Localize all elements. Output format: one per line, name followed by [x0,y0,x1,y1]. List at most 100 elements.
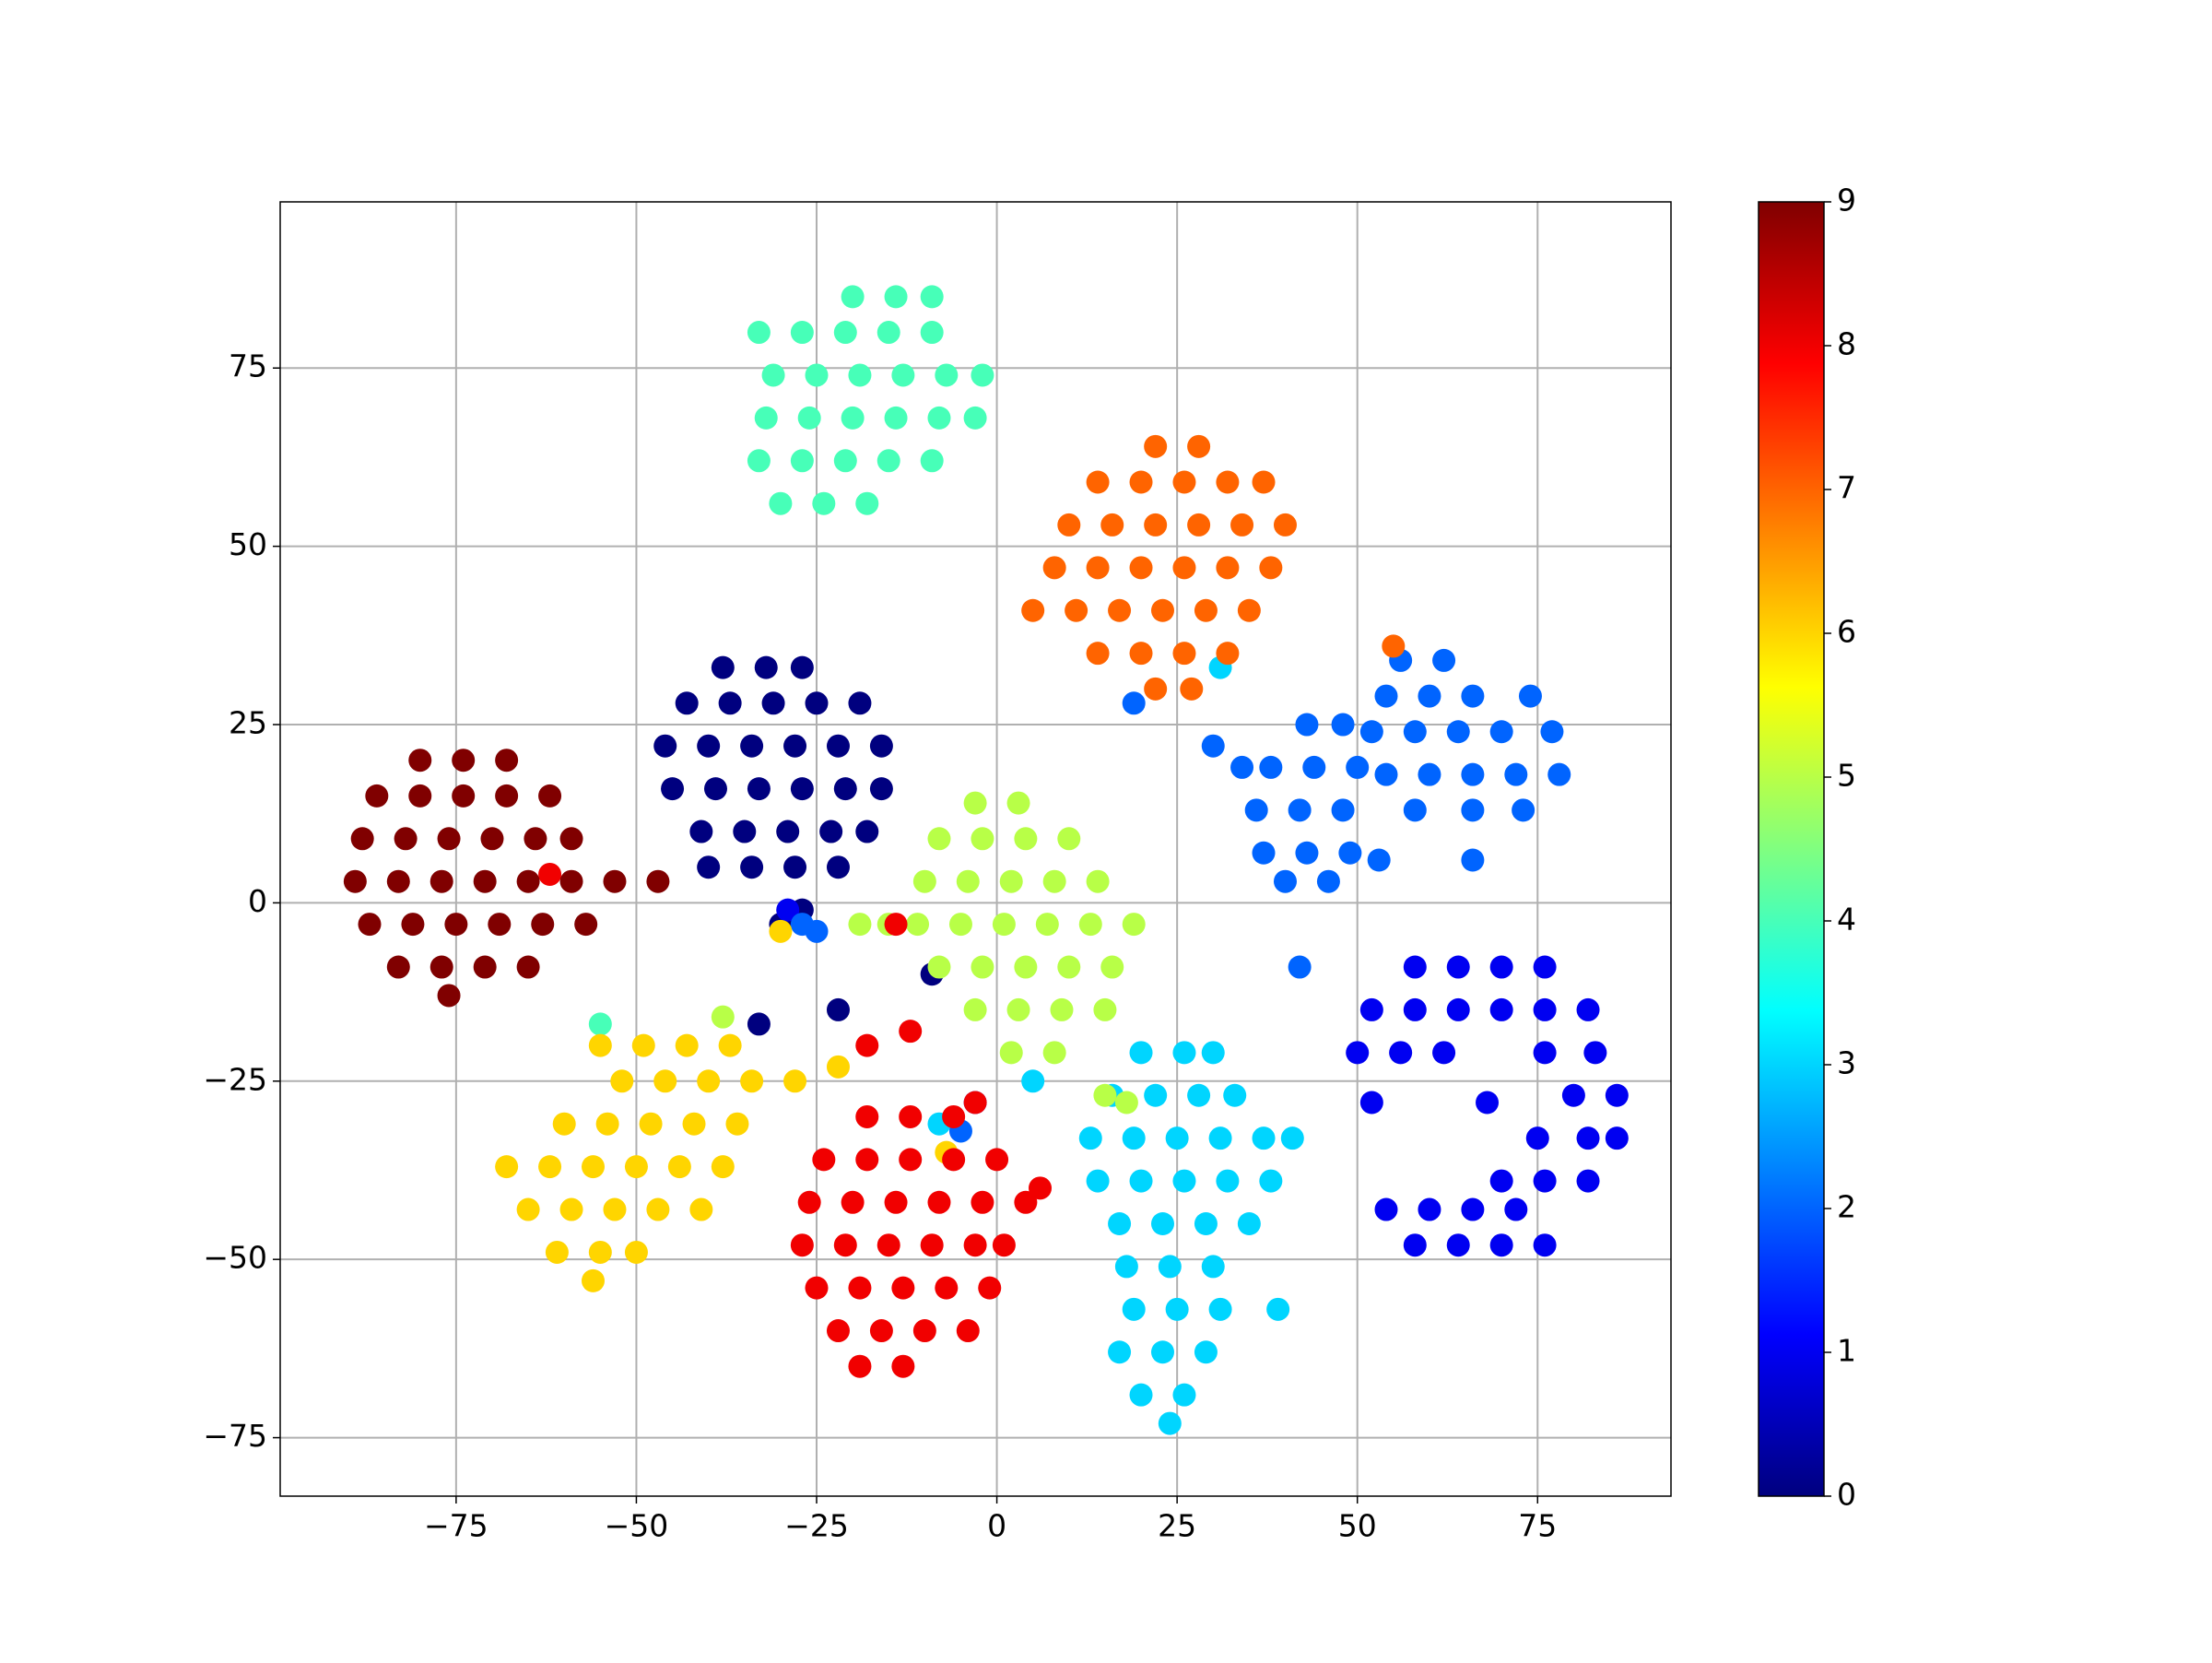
point [963,997,987,1021]
point [855,1148,879,1172]
point [999,1041,1023,1065]
point [1216,642,1240,666]
point [1172,1041,1196,1065]
point [769,491,793,515]
point [559,827,583,851]
point [1489,955,1513,979]
point [1216,470,1240,494]
point [588,1240,612,1264]
colorbar-tick-label: 1 [1837,1333,1856,1369]
point [1533,1169,1557,1193]
point [1172,470,1196,494]
point [588,1033,612,1057]
point [408,784,432,808]
point [1295,841,1319,865]
point [927,406,951,430]
point [386,955,410,979]
point [1512,798,1535,822]
point [920,449,944,473]
point [1158,1255,1182,1279]
point [884,913,908,937]
point [1129,642,1153,666]
point [667,1155,691,1179]
point [963,406,987,430]
point [1006,791,1030,815]
point [1418,1197,1441,1221]
point [1201,1041,1225,1065]
point [797,1190,821,1214]
point [1108,1212,1132,1236]
point [711,1005,735,1029]
plot-frame [279,201,1672,1497]
point [1389,1041,1413,1065]
point [812,491,836,515]
point [1014,955,1038,979]
point [631,1033,655,1057]
point [1252,841,1276,865]
point [1014,827,1038,851]
point [1172,1169,1196,1193]
point [747,449,771,473]
point [869,777,893,801]
point [538,784,562,808]
point [790,777,814,801]
point [394,827,418,851]
point [1403,997,1427,1021]
point [971,955,994,979]
point [1172,556,1196,580]
point [805,1276,829,1300]
point [1446,1233,1470,1257]
point [1187,434,1211,458]
point [350,827,374,851]
point [1029,1176,1053,1200]
point [1418,762,1441,786]
point [1086,869,1110,893]
point [740,734,764,758]
point [805,691,829,715]
point [1461,762,1485,786]
point [480,827,504,851]
point [1302,755,1326,779]
point [661,777,685,801]
point [559,1197,583,1221]
point [1078,1126,1102,1150]
point [877,1233,900,1257]
point [927,955,951,979]
point [920,1233,944,1257]
point [697,1069,721,1093]
point [1331,798,1355,822]
point [1432,1041,1456,1065]
point [855,820,879,843]
point [1359,720,1383,744]
x-tick-label: −50 [605,1508,669,1544]
point [992,1233,1016,1257]
point [841,285,865,309]
point [783,855,807,879]
point [516,955,540,979]
point [1057,955,1081,979]
point [935,1276,959,1300]
point [689,820,713,843]
point [754,406,778,430]
point [1338,841,1362,865]
point [429,869,453,893]
point [718,691,742,715]
point [1042,556,1066,580]
point [1194,1212,1218,1236]
point [1201,734,1225,758]
point [365,784,389,808]
point [408,749,432,773]
point [697,734,721,758]
point [1187,513,1211,537]
point [386,869,410,893]
point [610,1069,634,1093]
point [1331,713,1355,737]
point [1194,1340,1218,1364]
point [855,1104,879,1128]
point [935,363,959,387]
point [841,1190,865,1214]
point [1533,955,1557,979]
point [891,1276,915,1300]
point [624,1155,648,1179]
